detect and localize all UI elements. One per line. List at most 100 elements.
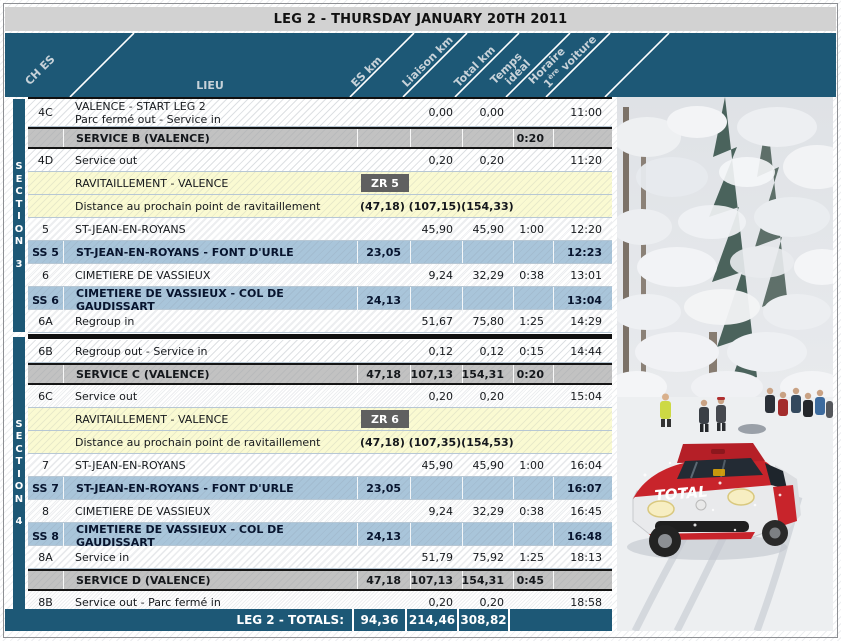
cell-total: 75,92 [472, 550, 505, 564]
cell-es [357, 264, 410, 286]
cell-ch [28, 172, 63, 194]
cell-lieu: Service in [75, 550, 130, 564]
cell-liaison [410, 408, 462, 430]
table-row-ss6: SS 6 CIMETIERE DE VASSIEUX - COL DE GAUD… [28, 287, 612, 313]
cell-total: 0,00 [479, 106, 505, 119]
cell-liaison: 0,12 [428, 344, 454, 358]
cell-lieu: SERVICE D (VALENCE) [63, 571, 357, 589]
cell-total: 0,20 [479, 389, 505, 403]
rally-photo-illustration: TOTAL [617, 97, 833, 631]
cell-es [357, 500, 410, 522]
car-total-text: TOTAL [654, 482, 709, 505]
table-row-4c: 4C VALENCE - START LEG 2 Parc fermé out … [28, 99, 612, 127]
cell-lieu: Regroup in [75, 314, 135, 328]
cell-horaire: 16:45 [570, 504, 602, 518]
cell-es: 47,18 [357, 571, 410, 589]
snow-flecks [643, 461, 782, 532]
cell-horaire: 11:20 [570, 153, 602, 167]
cell-horaire: 16:48 [553, 523, 612, 549]
rally-photo: TOTAL [617, 97, 833, 631]
totals-es-km: 94,36 [352, 609, 405, 631]
cell-lieu: Distance au prochain point de ravitaille… [75, 199, 321, 213]
cell-temps [513, 99, 553, 126]
cell-horaire: 16:07 [553, 477, 612, 499]
cell-horaire: 18:58 [570, 595, 602, 609]
cell-temps [513, 287, 553, 313]
cell-temps: 1:25 [519, 550, 544, 564]
cell-lieu: ST-JEAN-EN-ROYANS - FONT D'URLE [63, 477, 357, 499]
spectator-dark-1 [699, 399, 709, 432]
section-3-label: S E C T I O N [14, 161, 24, 248]
cell-horaire [553, 571, 612, 589]
cell-ch: SS 5 [32, 245, 59, 259]
cell-temps [513, 477, 553, 499]
cell-es: ZR 5 [357, 172, 410, 194]
cell-total: 0,20 [479, 153, 505, 167]
leg-title-bar: LEG 2 - THURSDAY JANUARY 20TH 2011 [5, 7, 836, 31]
cell-temps: 1:00 [519, 222, 544, 236]
spectator-hivis [660, 393, 671, 427]
cell-ch: 8 [42, 504, 49, 518]
car-windshield [677, 458, 763, 479]
cell-total: 32,29 [472, 268, 505, 282]
cell-es: 47,18 [357, 365, 410, 383]
cell-lieu: SERVICE B (VALENCE) [63, 129, 357, 147]
cell-ch [28, 571, 63, 589]
cell-horaire: 14:44 [570, 344, 602, 358]
cell-lieu: Service out [75, 389, 138, 403]
cell-temps: 0:38 [519, 268, 544, 282]
table-row-5: 5 ST-JEAN-EN-ROYANS 45,90 45,90 1:00 12:… [28, 218, 612, 241]
cell-temps [513, 523, 553, 549]
cell-es [357, 340, 410, 362]
cell-temps: 0:20 [513, 129, 553, 147]
cell-liaison [410, 523, 462, 549]
cell-es: 23,05 [357, 241, 410, 263]
table-row-ss5: SS 5 ST-JEAN-EN-ROYANS - FONT D'URLE 23,… [28, 241, 612, 264]
table-row-distance-zr5: Distance au prochain point de ravitaille… [28, 195, 612, 218]
cell-lieu: CIMETIERE DE VASSIEUX - COL DE GAUDISSAR… [63, 523, 357, 549]
cell-lieu: Distance au prochain point de ravitaille… [75, 435, 321, 449]
cell-total: 154,31 [462, 571, 513, 589]
cell-total [462, 477, 513, 499]
cell-lieu: ST-JEAN-EN-ROYANS [75, 222, 186, 236]
cell-ch [28, 408, 63, 430]
cell-liaison: 9,24 [428, 268, 454, 282]
cell-es: ZR 6 [357, 408, 410, 430]
cell-total [462, 287, 513, 313]
peugeot-badge [695, 499, 707, 511]
section-4-number: 4 [15, 516, 23, 528]
spectators [660, 387, 833, 434]
cell-ch: 8A [38, 550, 53, 564]
bonnet-decal [713, 469, 725, 476]
cell-es [357, 454, 410, 476]
cell-ch: 6B [38, 344, 53, 358]
cell-ch: 8B [38, 595, 53, 609]
header-diagonal-lines [69, 33, 670, 97]
cell-horaire: 13:04 [553, 287, 612, 313]
car-side-window [765, 463, 787, 489]
cell-es [357, 546, 410, 568]
cell-es [357, 99, 410, 126]
cell-liaison: 107,13 [410, 571, 462, 589]
cell-horaire: 18:13 [570, 550, 602, 564]
cell-horaire: 15:04 [570, 389, 602, 403]
cell-liaison: 107,13 [410, 365, 462, 383]
rally-car: TOTAL [627, 443, 801, 560]
table-row-service-b: SERVICE B (VALENCE) 0:20 [28, 127, 612, 149]
cell-ch: 6 [42, 268, 49, 282]
cell-ch: 7 [42, 458, 49, 472]
cell-horaire: 14:29 [570, 314, 602, 328]
cell-lieu: VALENCE - START LEG 2 Parc fermé out - S… [75, 99, 221, 126]
cell-temps: 0:20 [513, 365, 553, 383]
table-row-7: 7 ST-JEAN-EN-ROYANS 45,90 45,90 1:00 16:… [28, 454, 612, 477]
column-header-lieu: LIEU [196, 79, 224, 92]
cell-lieu: CIMETIERE DE VASSIEUX [75, 268, 211, 282]
table-row-6: 6 CIMETIERE DE VASSIEUX 9,24 32,29 0:38 … [28, 264, 612, 287]
cell-es [357, 310, 410, 332]
cell-temps: 1:00 [519, 458, 544, 472]
cell-temps [513, 172, 553, 194]
cell-lieu: ST-JEAN-EN-ROYANS - FONT D'URLE [63, 241, 357, 263]
cell-liaison: 45,90 [421, 222, 454, 236]
cell-ch [28, 431, 63, 453]
sled [738, 424, 766, 434]
